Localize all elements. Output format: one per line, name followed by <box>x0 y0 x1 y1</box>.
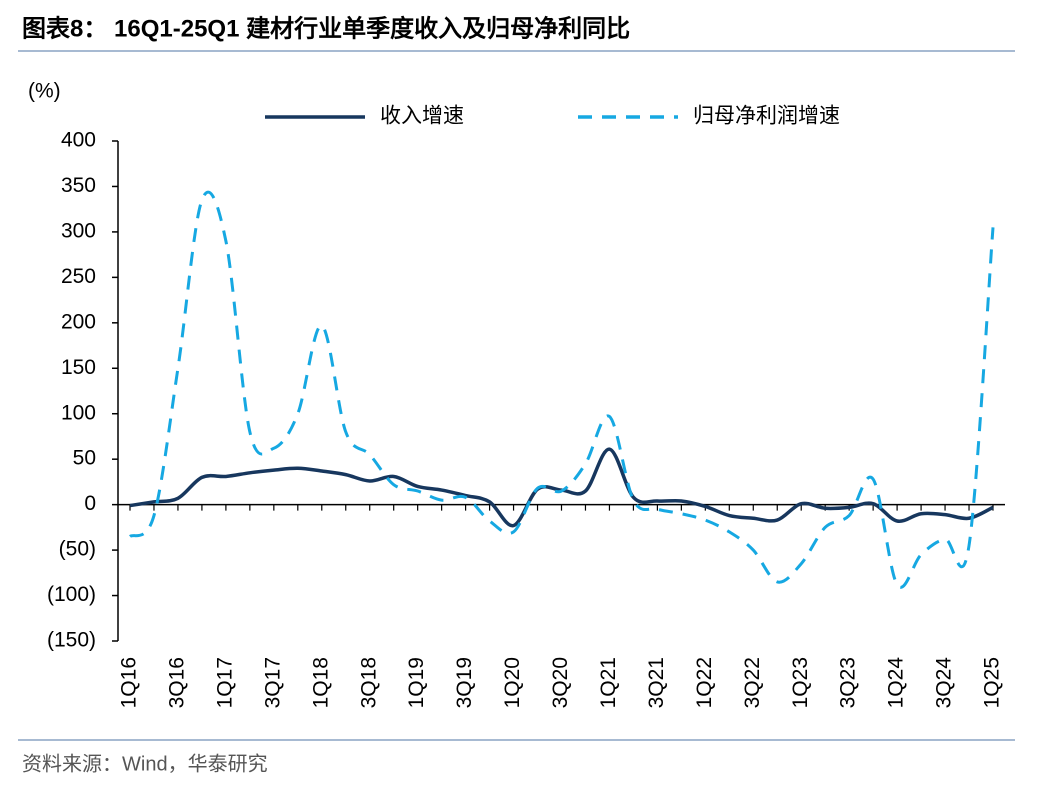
x-tick-label: 1Q16 <box>118 657 141 708</box>
x-tick-label: 3Q24 <box>933 657 956 709</box>
x-tick-label: 1Q21 <box>597 657 620 708</box>
y-tick-label: 300 <box>61 219 96 242</box>
source: 资料来源：Wind，华泰研究 <box>22 752 268 775</box>
y-tick-label: 0 <box>84 492 96 515</box>
x-tick-label: 1Q22 <box>693 657 716 708</box>
x-tick-label: 1Q20 <box>501 657 524 708</box>
y-tick-label: 100 <box>61 401 96 424</box>
x-tick-label: 3Q16 <box>165 657 188 708</box>
x-tick-label: 1Q23 <box>789 657 812 708</box>
chart-title: 图表8： 16Q1-25Q1 建材行业单季度收入及归母净利同比 <box>22 14 630 42</box>
legend-label: 收入增速 <box>380 105 464 128</box>
x-tick-label: 3Q22 <box>741 657 764 708</box>
x-tick-label: 3Q20 <box>549 657 572 708</box>
y-tick-label: 200 <box>61 310 96 333</box>
x-tick-label: 1Q17 <box>213 657 236 708</box>
x-tick-label: 3Q17 <box>261 657 284 708</box>
x-tick-label: 1Q19 <box>405 657 428 708</box>
x-tick-label: 3Q19 <box>453 657 476 708</box>
x-tick-label: 1Q24 <box>885 657 908 709</box>
y-axis-label: (%) <box>28 80 61 103</box>
legend-label: 归母净利润增速 <box>693 105 840 128</box>
x-tick-label: 1Q18 <box>309 657 332 708</box>
x-tick-label: 1Q25 <box>981 657 1004 708</box>
y-tick-label: 350 <box>61 174 96 197</box>
y-tick-label: (150) <box>47 629 96 652</box>
y-tick-label: (50) <box>59 538 96 561</box>
series-line <box>129 190 995 589</box>
x-tick-label: 3Q21 <box>645 657 668 708</box>
y-tick-label: 150 <box>61 356 96 379</box>
y-tick-label: 50 <box>73 447 96 470</box>
y-tick-label: 400 <box>61 129 96 152</box>
y-tick-label: 250 <box>61 265 96 288</box>
x-tick-label: 3Q18 <box>357 657 380 708</box>
y-tick-label: (100) <box>47 583 96 606</box>
x-tick-label: 3Q23 <box>837 657 860 708</box>
